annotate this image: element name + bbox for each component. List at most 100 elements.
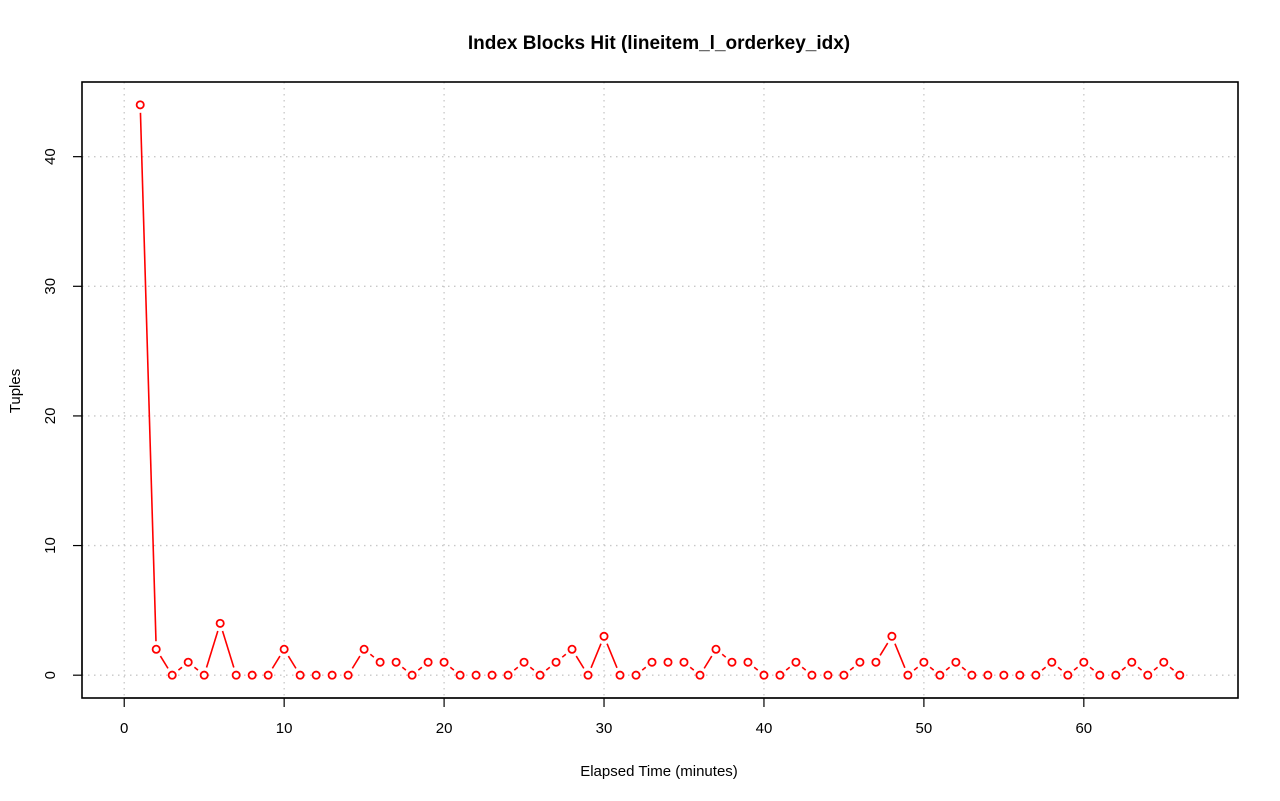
series-segment [753, 666, 759, 671]
series-segment [1121, 666, 1127, 671]
data-point [695, 670, 705, 680]
data-point [839, 670, 849, 680]
series-segment [545, 666, 551, 671]
data-point [391, 657, 401, 667]
data-point [439, 657, 449, 667]
data-point [279, 644, 289, 654]
data-point [135, 100, 145, 110]
data-point [1095, 670, 1105, 680]
series-segment [417, 666, 423, 671]
data-point [743, 657, 753, 667]
data-point [311, 670, 321, 680]
series-segment [894, 643, 906, 669]
series-segment [561, 653, 567, 658]
data-point [663, 657, 673, 667]
data-point [1159, 657, 1169, 667]
series-segment [1073, 666, 1079, 671]
data-point [1031, 670, 1041, 680]
data-point [1111, 670, 1121, 680]
data-point [343, 670, 353, 680]
series-segment [590, 643, 602, 669]
data-point [295, 670, 305, 680]
data-point [1127, 657, 1137, 667]
data-point [727, 657, 737, 667]
series-segment [139, 112, 157, 642]
data-point [775, 670, 785, 680]
series-segment [801, 666, 807, 671]
x-tick-label-0: 0 [120, 720, 128, 737]
data-point [679, 657, 689, 667]
series-segment [287, 655, 297, 669]
data-point [359, 644, 369, 654]
y-tick-label-2: 20 [42, 408, 59, 425]
data-point [199, 670, 209, 680]
data-point [1063, 670, 1073, 680]
data-point [535, 670, 545, 680]
data-point [903, 670, 913, 680]
data-point [871, 657, 881, 667]
series-segment [205, 630, 219, 668]
series-segment [879, 642, 889, 656]
data-point [327, 670, 337, 680]
chart-title: Index Blocks Hit (lineitem_l_orderkey_id… [468, 33, 850, 54]
data-point [807, 670, 817, 680]
x-tick-label-1: 10 [276, 720, 293, 737]
data-point [983, 670, 993, 680]
data-point [567, 644, 577, 654]
data-point [167, 670, 177, 680]
series-segment [1057, 666, 1063, 671]
series-segment [221, 630, 235, 668]
series-segment [401, 666, 407, 671]
data-point [263, 670, 273, 680]
y-tick-label-0: 0 [42, 671, 59, 679]
data-point [631, 670, 641, 680]
y-tick-label-3: 30 [42, 278, 59, 295]
series-segment [1041, 666, 1047, 671]
data-point [855, 657, 865, 667]
x-axis-label: Elapsed Time (minutes) [580, 763, 738, 780]
series-segment [271, 655, 281, 669]
series-segment [351, 655, 361, 669]
series-segment [606, 643, 618, 669]
data-point [247, 670, 257, 680]
data-point [423, 657, 433, 667]
series-segment [703, 655, 713, 669]
data-point [791, 657, 801, 667]
series-segment [1089, 666, 1095, 671]
data-point [487, 670, 497, 680]
series-segment [575, 655, 585, 669]
series-segment [929, 666, 935, 671]
data-point [519, 657, 529, 667]
data-point [1143, 670, 1153, 680]
data-point [599, 631, 609, 641]
y-tick-label-1: 10 [42, 537, 59, 554]
data-point [583, 670, 593, 680]
data-point [1079, 657, 1089, 667]
x-tick-label-2: 20 [436, 720, 453, 737]
series-segment [449, 666, 455, 671]
series-segment [913, 666, 919, 671]
data-point [759, 670, 769, 680]
series-segment [177, 666, 183, 671]
grid-lines [82, 82, 1238, 698]
data-point [455, 670, 465, 680]
data-point [215, 618, 225, 628]
x-tick-label-4: 40 [756, 720, 773, 737]
series-segment [689, 666, 695, 671]
x-tick-label-6: 60 [1075, 720, 1092, 737]
data-point [503, 670, 513, 680]
data-point [183, 657, 193, 667]
data-point [471, 670, 481, 680]
series-segment [1153, 666, 1159, 671]
data-point [551, 657, 561, 667]
x-tick-label-3: 30 [596, 720, 613, 737]
data-point [1015, 670, 1025, 680]
series-segment [641, 666, 647, 671]
data-point [615, 670, 625, 680]
series-segment [785, 666, 791, 671]
series-points [135, 100, 1185, 680]
data-point [823, 670, 833, 680]
data-point [935, 670, 945, 680]
data-point [231, 670, 241, 680]
